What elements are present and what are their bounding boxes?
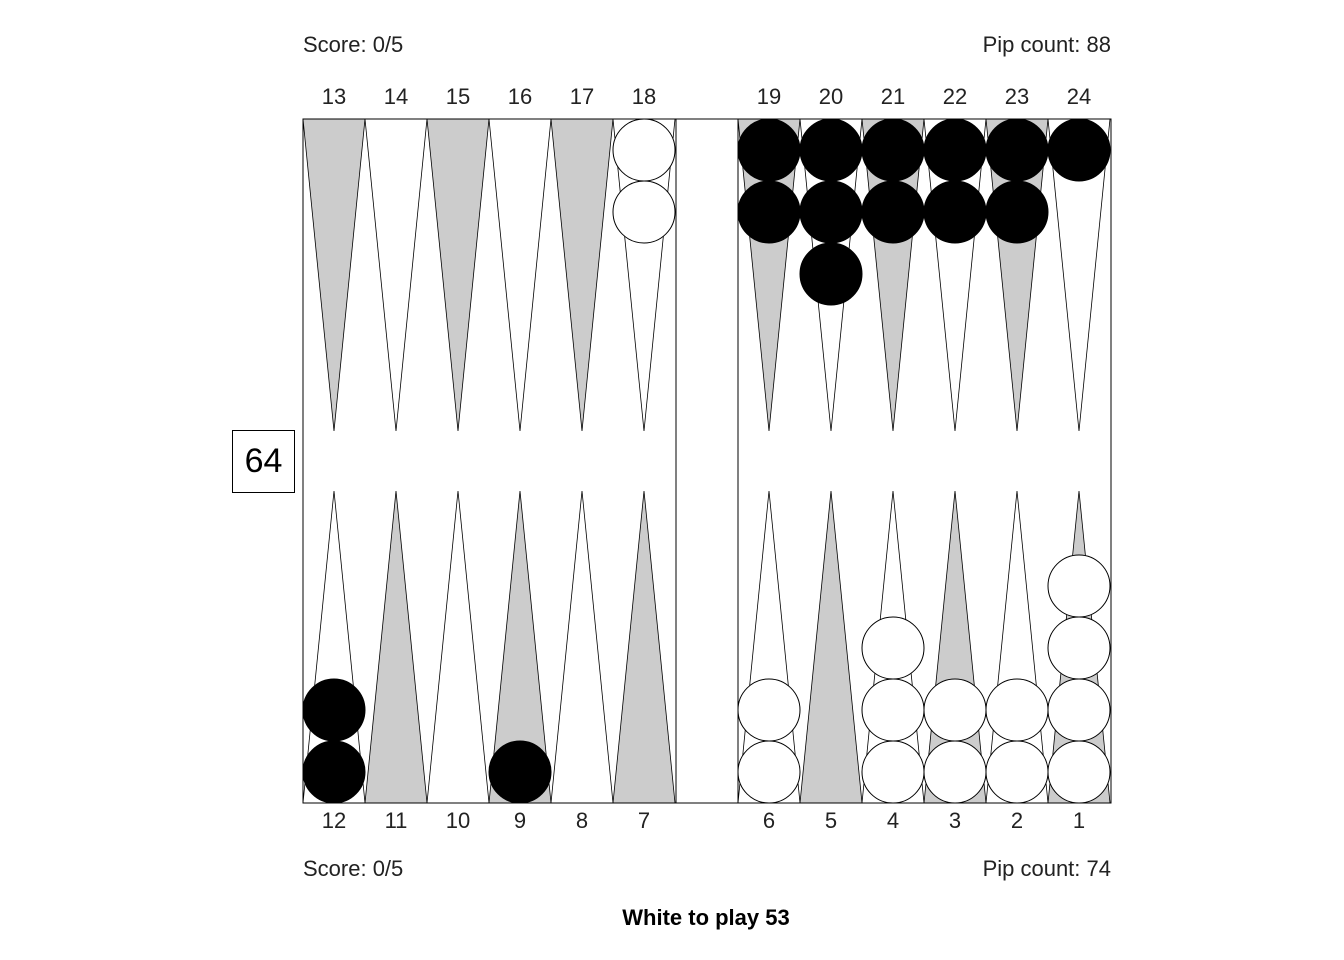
point-label-18: 18 [631, 84, 657, 109]
point-label-19: 19 [756, 84, 782, 109]
point-label-21: 21 [880, 84, 906, 109]
point-11[interactable] [364, 490, 428, 804]
point-label-2: 2 [1010, 808, 1024, 833]
black-checker[interactable] [799, 180, 863, 244]
black-checker[interactable] [923, 118, 987, 182]
bottom-player-score: Score: 0/5 [303, 856, 404, 881]
point-label-5: 5 [824, 808, 838, 833]
black-checker[interactable] [923, 180, 987, 244]
point-label-8: 8 [575, 808, 589, 833]
point-label-23: 23 [1004, 84, 1030, 109]
point-14[interactable] [364, 118, 428, 432]
point-label-9: 9 [513, 808, 527, 833]
white-checker[interactable] [861, 678, 925, 742]
point-label-7: 7 [637, 808, 651, 833]
point-label-11: 11 [384, 808, 408, 833]
black-checker[interactable] [985, 180, 1049, 244]
white-checker[interactable] [923, 740, 987, 804]
top-player-score: Score: 0/5 [303, 32, 404, 57]
black-checker[interactable] [985, 118, 1049, 182]
game-status: White to play 53 [622, 905, 790, 930]
black-checker[interactable] [737, 118, 801, 182]
white-checker[interactable] [737, 740, 801, 804]
point-label-14: 14 [383, 84, 409, 109]
doubling-cube[interactable]: 64 [232, 430, 295, 493]
black-checker[interactable] [799, 118, 863, 182]
point-label-12: 12 [321, 808, 347, 833]
black-checker[interactable] [861, 118, 925, 182]
point-17[interactable] [550, 118, 614, 432]
point-label-13: 13 [321, 84, 347, 109]
point-label-24: 24 [1066, 84, 1092, 109]
point-15[interactable] [426, 118, 490, 432]
white-checker[interactable] [985, 678, 1049, 742]
white-checker[interactable] [985, 740, 1049, 804]
point-5[interactable] [799, 490, 863, 804]
white-checker[interactable] [1047, 554, 1111, 618]
black-checker[interactable] [737, 180, 801, 244]
point-label-6: 6 [762, 808, 776, 833]
point-label-10: 10 [445, 808, 471, 833]
bottom-player-pip-count: Pip count: 74 [982, 856, 1111, 881]
white-checker[interactable] [1047, 616, 1111, 680]
white-checker[interactable] [612, 118, 676, 182]
black-checker[interactable] [302, 740, 366, 804]
white-checker[interactable] [1047, 740, 1111, 804]
white-checker[interactable] [612, 180, 676, 244]
point-13[interactable] [302, 118, 366, 432]
black-checker[interactable] [799, 242, 863, 306]
point-label-3: 3 [948, 808, 962, 833]
black-checker[interactable] [302, 678, 366, 742]
checkers-layer [302, 118, 1111, 804]
point-label-22: 22 [942, 84, 968, 109]
point-label-17: 17 [569, 84, 595, 109]
point-16[interactable] [488, 118, 552, 432]
black-checker[interactable] [861, 180, 925, 244]
point-label-20: 20 [818, 84, 844, 109]
white-checker[interactable] [861, 616, 925, 680]
white-checker[interactable] [1047, 678, 1111, 742]
white-checker[interactable] [861, 740, 925, 804]
point-10[interactable] [426, 490, 490, 804]
white-checker[interactable] [737, 678, 801, 742]
point-label-16: 16 [507, 84, 533, 109]
black-checker[interactable] [1047, 118, 1111, 182]
top-player-pip-count: Pip count: 88 [982, 32, 1111, 57]
point-7[interactable] [612, 490, 676, 804]
point-label-15: 15 [445, 84, 471, 109]
white-checker[interactable] [923, 678, 987, 742]
black-checker[interactable] [488, 740, 552, 804]
bar[interactable] [675, 118, 739, 804]
point-label-1: 1 [1072, 808, 1086, 833]
point-8[interactable] [550, 490, 614, 804]
point-label-4: 4 [886, 808, 900, 833]
